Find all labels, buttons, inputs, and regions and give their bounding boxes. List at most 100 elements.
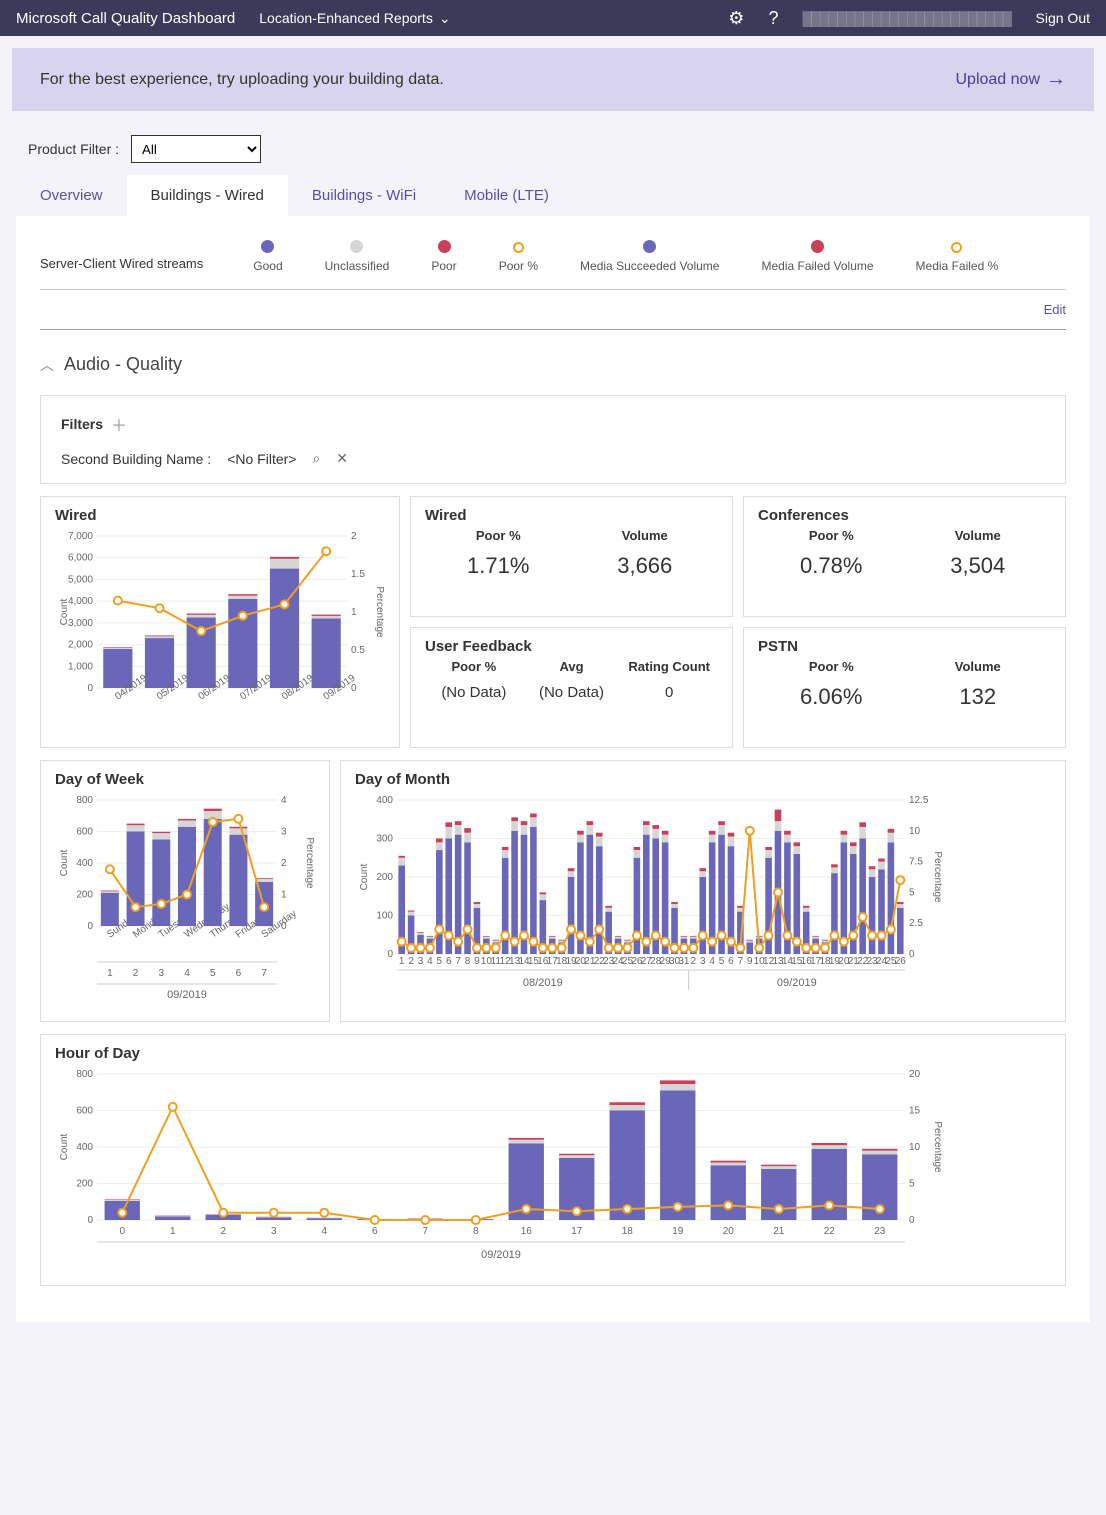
filters-title: Filters	[61, 416, 103, 432]
svg-text:0: 0	[387, 949, 393, 960]
legend-poor-: Poor %	[499, 242, 538, 273]
wired-chart-title: Wired	[55, 507, 385, 524]
svg-text:1: 1	[281, 890, 287, 901]
kpi-wired-title: Wired	[425, 507, 718, 524]
svg-text:300: 300	[376, 834, 393, 845]
svg-text:0: 0	[87, 921, 93, 932]
svg-text:400: 400	[76, 858, 93, 869]
report-dropdown[interactable]: Location-Enhanced Reports ⌄	[259, 10, 450, 27]
hod-chart: 020040060080005101520CountPercentage0123…	[55, 1066, 943, 1276]
edit-link[interactable]: Edit	[40, 302, 1066, 317]
topbar: Microsoft Call Quality Dashboard Locatio…	[0, 0, 1106, 36]
help-icon[interactable]: ?	[768, 8, 778, 29]
kpi-pstn-title: PSTN	[758, 638, 1051, 655]
svg-text:18: 18	[622, 1226, 634, 1237]
legend-row: Server-Client Wired streams GoodUnclassi…	[40, 240, 1066, 290]
dow-chart-card: Day of Week 020040060080001234SundayMond…	[40, 760, 330, 1022]
svg-text:1.5: 1.5	[351, 569, 365, 580]
dom-chart: 010020030040002.557.51012.5CountPercenta…	[355, 792, 943, 1012]
svg-text:9: 9	[747, 956, 753, 967]
svg-text:2: 2	[281, 858, 287, 869]
svg-text:1: 1	[107, 968, 113, 979]
report-sheet: Server-Client Wired streams GoodUnclassi…	[16, 216, 1090, 1322]
svg-text:09/2019: 09/2019	[777, 977, 817, 989]
kpi-wired-poor: 1.71%	[425, 553, 572, 579]
svg-text:Count: Count	[59, 849, 70, 876]
clear-filter-icon[interactable]: ✕	[336, 450, 348, 467]
svg-text:19: 19	[672, 1226, 684, 1237]
legend-good: Good	[253, 240, 282, 273]
kpi-wired-vol: 3,666	[572, 553, 719, 579]
kpi-pstn-vol: 132	[905, 684, 1052, 710]
svg-text:0.5: 0.5	[351, 645, 365, 656]
tab-buildings-wifi[interactable]: Buildings - WiFi	[288, 175, 440, 216]
legend-media-failed-volume: Media Failed Volume	[761, 240, 873, 273]
svg-text:5,000: 5,000	[68, 574, 93, 585]
arrow-right-icon: →	[1046, 68, 1066, 91]
svg-text:08/2019: 08/2019	[523, 977, 563, 989]
svg-text:3: 3	[159, 968, 165, 979]
product-filter-select[interactable]: All	[131, 135, 261, 163]
svg-text:6: 6	[446, 956, 452, 967]
svg-text:3,000: 3,000	[68, 618, 93, 629]
svg-text:0: 0	[909, 1215, 915, 1226]
svg-text:0: 0	[909, 949, 915, 960]
upload-now-link[interactable]: Upload now →	[956, 68, 1067, 91]
product-filter-label: Product Filter :	[28, 141, 119, 157]
svg-text:7: 7	[422, 1226, 428, 1237]
tab-overview[interactable]: Overview	[16, 175, 127, 216]
kpi-feedback-poor: (No Data)	[425, 684, 523, 701]
section-title: Audio - Quality	[64, 354, 182, 375]
svg-text:09/2019: 09/2019	[481, 1249, 521, 1261]
legend-media-succeeded-volume: Media Succeeded Volume	[580, 240, 719, 273]
svg-text:0: 0	[119, 1226, 125, 1237]
svg-text:100: 100	[376, 911, 393, 922]
svg-text:12.5: 12.5	[909, 795, 929, 806]
svg-text:7: 7	[261, 968, 267, 979]
svg-text:2: 2	[133, 968, 139, 979]
svg-text:2,000: 2,000	[68, 640, 93, 651]
hod-chart-title: Hour of Day	[55, 1045, 1051, 1062]
svg-text:20: 20	[723, 1226, 735, 1237]
tab-mobile-lte-[interactable]: Mobile (LTE)	[440, 175, 573, 216]
svg-text:400: 400	[376, 795, 393, 806]
svg-text:2.5: 2.5	[909, 918, 923, 929]
svg-text:23: 23	[874, 1226, 886, 1237]
kpi-conf-poor: 0.78%	[758, 553, 905, 579]
svg-text:2: 2	[408, 956, 414, 967]
svg-text:8: 8	[465, 956, 471, 967]
svg-text:26: 26	[895, 956, 907, 967]
svg-text:0: 0	[87, 1215, 93, 1226]
svg-text:4: 4	[427, 956, 433, 967]
svg-text:09/2019: 09/2019	[167, 989, 207, 1001]
svg-text:8: 8	[473, 1226, 479, 1237]
search-icon[interactable]: ⌕	[312, 450, 320, 467]
sign-out-link[interactable]: Sign Out	[1036, 10, 1090, 26]
filter-value[interactable]: <No Filter>	[227, 451, 296, 467]
tab-buildings-wired[interactable]: Buildings - Wired	[127, 175, 288, 216]
svg-text:17: 17	[571, 1226, 583, 1237]
svg-text:5: 5	[437, 956, 443, 967]
svg-text:4: 4	[184, 968, 190, 979]
stream-label: Server-Client Wired streams	[40, 256, 203, 273]
gear-icon[interactable]: ⚙	[728, 8, 744, 29]
dom-chart-card: Day of Month 010020030040002.557.51012.5…	[340, 760, 1066, 1022]
svg-text:3: 3	[418, 956, 424, 967]
kpi-conf-vol: 3,504	[905, 553, 1052, 579]
add-filter-icon[interactable]: ＋	[111, 412, 127, 436]
svg-text:7: 7	[738, 956, 744, 967]
svg-text:10: 10	[909, 826, 921, 837]
svg-text:31: 31	[678, 956, 690, 967]
wired-chart: 01,0002,0003,0004,0005,0006,0007,00000.5…	[55, 528, 385, 738]
filters-card: Filters ＋ Second Building Name : <No Fil…	[40, 395, 1066, 484]
app-title: Microsoft Call Quality Dashboard	[16, 10, 235, 27]
svg-text:10: 10	[909, 1142, 921, 1153]
svg-text:3: 3	[281, 827, 287, 838]
svg-text:Percentage: Percentage	[304, 837, 315, 889]
svg-text:5: 5	[719, 956, 725, 967]
section-header[interactable]: ︿ Audio - Quality	[40, 354, 1066, 375]
dom-chart-title: Day of Month	[355, 771, 1051, 788]
kpi-feedback-rc: 0	[620, 684, 718, 701]
svg-text:800: 800	[76, 795, 93, 806]
svg-text:Percentage: Percentage	[374, 586, 385, 638]
